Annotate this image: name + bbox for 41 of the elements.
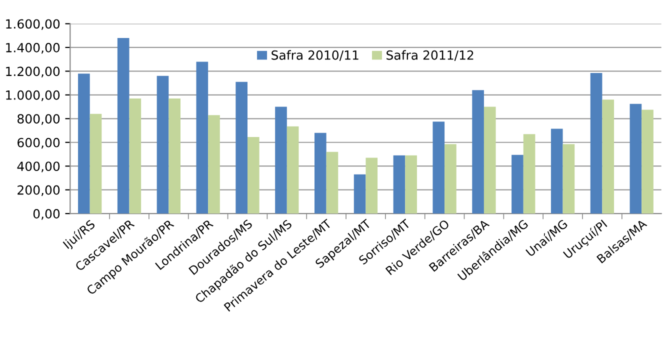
bar xyxy=(512,154,524,214)
bar xyxy=(630,104,642,214)
bar xyxy=(90,114,102,214)
bar xyxy=(314,132,326,214)
bar xyxy=(129,98,142,214)
y-tick-label: 1.000,00 xyxy=(6,90,60,102)
bar xyxy=(393,155,406,214)
bar xyxy=(550,128,563,214)
bar xyxy=(196,62,208,214)
bar xyxy=(247,137,260,214)
bar xyxy=(326,152,338,214)
bar xyxy=(405,155,417,214)
bar xyxy=(366,158,378,214)
y-tick-label: 0,00 xyxy=(33,209,60,220)
legend-label: Safra 2011/12 xyxy=(386,50,474,61)
bar xyxy=(602,100,614,214)
bar xyxy=(286,126,299,214)
bar xyxy=(562,144,575,214)
bar xyxy=(156,76,169,214)
y-tick-label: 200,00 xyxy=(18,185,60,196)
bar xyxy=(275,106,287,214)
y-tick-label: 600,00 xyxy=(18,138,60,149)
bar xyxy=(484,106,496,214)
bar xyxy=(117,38,130,214)
y-tick-label: 1.400,00 xyxy=(6,42,60,54)
bar xyxy=(523,134,536,214)
bar xyxy=(78,74,90,214)
y-tick-label: 800,00 xyxy=(18,114,60,125)
y-tick-label: 1.600,00 xyxy=(6,19,60,30)
bar xyxy=(590,72,602,214)
legend-label: Safra 2010/11 xyxy=(272,50,358,61)
y-tick-label: 1.200,00 xyxy=(6,66,60,78)
bar xyxy=(432,122,445,214)
bar xyxy=(168,98,180,214)
bar xyxy=(236,82,248,214)
bar xyxy=(208,115,220,214)
bar xyxy=(444,144,456,214)
y-tick-label: 400,00 xyxy=(17,162,60,172)
bar xyxy=(354,174,366,214)
bar xyxy=(642,110,654,214)
bar xyxy=(472,90,484,214)
